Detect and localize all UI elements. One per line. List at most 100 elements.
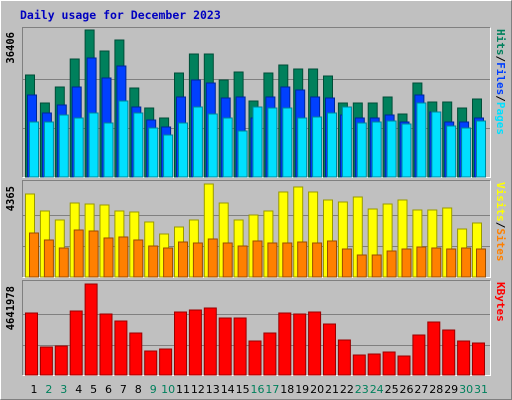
- bar: [308, 311, 322, 376]
- bar: [222, 242, 233, 278]
- legend-separator: /: [494, 56, 507, 63]
- bar: [88, 112, 99, 178]
- legend-entry: Visits: [494, 182, 507, 222]
- bar: [323, 323, 336, 376]
- legend-entry: Pages: [494, 102, 507, 135]
- bar: [192, 242, 203, 278]
- x-tick-label: 17: [265, 383, 279, 396]
- bar: [282, 107, 293, 178]
- x-tick-label: 20: [310, 383, 324, 396]
- legend-separator: /: [494, 95, 507, 102]
- bar: [352, 354, 366, 376]
- panel-shadow: [22, 27, 491, 178]
- bar: [367, 353, 381, 376]
- bar: [103, 122, 114, 178]
- x-tick-label: 14: [221, 383, 235, 396]
- bar: [382, 351, 396, 376]
- bar: [207, 238, 218, 278]
- bar: [416, 102, 427, 178]
- panel-shadow: [22, 180, 491, 278]
- bar: [54, 345, 68, 376]
- bar: [461, 127, 472, 178]
- bar: [341, 106, 352, 178]
- x-tick-label: 7: [120, 383, 127, 396]
- bar: [416, 246, 427, 278]
- bar: [159, 348, 173, 376]
- bar: [114, 320, 128, 376]
- y-tick-label: 4641978: [5, 286, 17, 330]
- bar: [203, 307, 217, 376]
- bar: [192, 106, 203, 178]
- bar: [29, 121, 39, 178]
- x-tick-label: 1: [31, 383, 38, 396]
- x-tick-label: 29: [444, 383, 458, 396]
- bar: [237, 245, 248, 278]
- bar: [371, 254, 382, 278]
- bar: [148, 245, 159, 278]
- bar: [267, 107, 278, 178]
- legend-separator: /: [494, 222, 507, 229]
- bar: [43, 239, 54, 278]
- bar: [431, 111, 442, 178]
- bar: [118, 236, 129, 278]
- bar: [472, 342, 485, 376]
- bar: [25, 312, 38, 376]
- bar: [178, 241, 188, 278]
- bar: [163, 247, 174, 278]
- x-tick-label: 6: [105, 383, 112, 396]
- bar: [401, 248, 412, 278]
- x-tick-label: 30: [459, 383, 473, 396]
- x-tick-label: 11: [176, 383, 190, 396]
- x-tick-label: 10: [161, 383, 175, 396]
- legend: Hits/Files/Pages: [494, 29, 507, 135]
- bar: [144, 350, 158, 376]
- x-tick-label: 25: [385, 383, 399, 396]
- x-tick-label: 27: [414, 383, 428, 396]
- y-tick-label: 4365: [5, 186, 17, 211]
- bar: [88, 230, 99, 278]
- bar: [476, 120, 486, 178]
- bar: [293, 313, 307, 376]
- bar: [69, 310, 83, 376]
- bar: [282, 242, 293, 278]
- x-tick-label: 3: [60, 383, 67, 396]
- x-tick-label: 4: [75, 383, 82, 396]
- bar: [118, 100, 129, 178]
- bar: [341, 248, 352, 278]
- bar: [327, 112, 337, 178]
- bar: [58, 114, 69, 178]
- y-tick-label: 36406: [5, 32, 17, 64]
- bar: [129, 332, 143, 376]
- legend-entry: Hits: [494, 29, 507, 56]
- bar: [133, 112, 144, 178]
- bar: [99, 313, 113, 376]
- x-tick-label: 18: [280, 383, 294, 396]
- bar: [218, 317, 232, 376]
- bar: [397, 355, 411, 376]
- bar: [248, 340, 262, 376]
- legend-entry: Sites: [494, 228, 507, 261]
- legend: KBytes: [494, 282, 507, 322]
- x-tick-label: 21: [325, 383, 339, 396]
- bar: [312, 242, 323, 278]
- bar: [412, 334, 426, 376]
- bar: [442, 329, 456, 376]
- x-tick-label: 2: [45, 383, 52, 396]
- x-tick-label: 8: [135, 383, 142, 396]
- x-tick-label: 9: [150, 383, 157, 396]
- bar: [133, 239, 144, 278]
- bar: [461, 247, 472, 278]
- bar: [431, 247, 442, 278]
- x-tick-label: 16: [251, 383, 265, 396]
- bar: [73, 229, 84, 278]
- bar: [252, 106, 263, 178]
- bar: [163, 134, 174, 178]
- x-tick-label: 24: [370, 383, 384, 396]
- bar: [237, 130, 248, 178]
- bar: [178, 122, 188, 178]
- bar: [446, 125, 457, 178]
- bar: [222, 117, 233, 178]
- x-tick-label: 19: [295, 383, 309, 396]
- bar: [29, 232, 39, 278]
- bar: [327, 240, 337, 278]
